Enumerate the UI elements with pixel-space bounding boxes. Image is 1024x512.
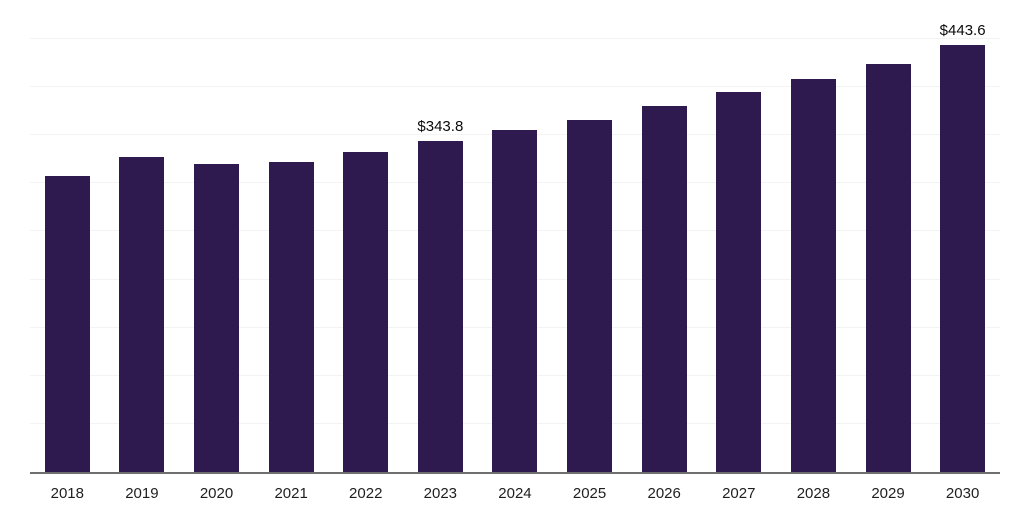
x-axis: 2018 2019 2020 2021 2022 2023 2024 2025 2026 2027… — [30, 474, 1000, 502]
bar-slot — [776, 10, 851, 472]
bar-2021 — [268, 162, 314, 472]
bar-slot — [105, 10, 180, 472]
bar-slot: $343.8 — [403, 10, 478, 472]
plot-area: $343.8 $443.6 — [30, 10, 1000, 474]
x-tick-2018: 2018 — [50, 485, 84, 502]
bar-2023 — [417, 141, 463, 472]
bar-2027 — [716, 92, 762, 472]
bars-container: $343.8 $443.6 — [30, 10, 1000, 472]
x-tick-2022: 2022 — [349, 485, 383, 502]
x-tick-2023: 2023 — [423, 485, 458, 502]
x-tick-2030: 2030 — [945, 485, 980, 502]
bar-2026 — [641, 106, 687, 472]
bar-2020 — [194, 164, 240, 472]
x-tick-2019: 2019 — [125, 485, 159, 502]
bar-2028 — [790, 78, 836, 472]
bar-2029 — [865, 63, 911, 472]
x-tick-2027: 2027 — [722, 485, 756, 502]
bar-slot — [701, 10, 776, 472]
x-tick-2021: 2021 — [274, 485, 308, 502]
x-tick-2020: 2020 — [199, 485, 234, 502]
bar-slot — [254, 10, 329, 472]
bar-slot: $443.6 — [925, 10, 1000, 472]
bar-slot — [627, 10, 702, 472]
bar-2024 — [492, 129, 538, 472]
bar-slot — [478, 10, 553, 472]
gridline — [30, 86, 1000, 87]
x-tick-2028: 2028 — [796, 485, 831, 502]
x-tick-2024: 2024 — [498, 485, 532, 502]
bar-value-label: $343.8 — [417, 118, 464, 136]
x-tick-2026: 2026 — [647, 485, 681, 502]
bar-slot — [851, 10, 926, 472]
x-tick-2025: 2025 — [572, 485, 607, 502]
bar-slot — [552, 10, 627, 472]
bar-2019 — [119, 157, 165, 472]
bar-2022 — [343, 152, 389, 472]
bar-slot — [30, 10, 105, 472]
bar-slot — [328, 10, 403, 472]
gridline — [30, 37, 1000, 39]
bar-slot — [179, 10, 254, 472]
bar-2030 — [940, 45, 986, 472]
x-tick-2029: 2029 — [871, 485, 905, 502]
bar-value-label: $443.6 — [939, 22, 986, 40]
bar-2018 — [44, 175, 90, 472]
bar-2025 — [567, 119, 613, 472]
